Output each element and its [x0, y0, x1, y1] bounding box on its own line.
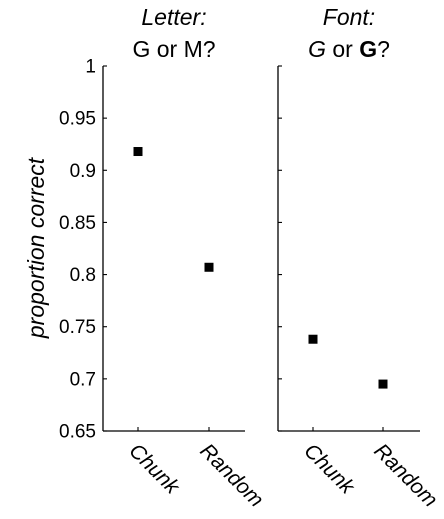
- panel-font-points: [308, 334, 388, 389]
- y-axis-label: proportion correct: [23, 156, 49, 339]
- data-point-random: [204, 262, 214, 272]
- panel-letter-title: Letter:: [141, 4, 206, 30]
- panel-font: Font: G or G? Chunk Random: [277, 4, 442, 512]
- x-tick-label-chunk: Chunk: [124, 439, 184, 499]
- panel-letter: Letter: G or M? 0.65 0.7 0.75 0.8 0.85 0.9 0.9…: [59, 4, 268, 512]
- y-tick-label: 0.7: [70, 369, 96, 390]
- x-tick-label-random: Random: [369, 439, 441, 511]
- panel-font-subtitle: G or G?: [308, 36, 390, 62]
- panel-letter-subtitle-part: G or M?: [132, 36, 215, 62]
- data-point-chunk: [133, 147, 143, 157]
- panel-letter-y-ticks: 0.65 0.7 0.75 0.8 0.85 0.9 0.95 1: [59, 57, 107, 443]
- panel-font-x-ticks: Chunk Random: [299, 427, 442, 512]
- x-tick-label-chunk: Chunk: [299, 439, 359, 499]
- y-tick-label: 1: [85, 57, 96, 78]
- panel-letter-x-ticks: Chunk Random: [124, 427, 268, 512]
- panel-font-title: Font:: [323, 4, 375, 30]
- panel-font-subtitle-part: G: [308, 36, 326, 62]
- y-tick-label: 0.95: [59, 109, 96, 130]
- y-tick-label: 0.9: [70, 161, 96, 182]
- data-point-random: [378, 379, 388, 389]
- panel-font-y-ticks: [278, 65, 282, 432]
- y-tick-label: 0.65: [59, 422, 96, 443]
- y-tick-label: 0.8: [70, 265, 96, 286]
- panel-font-subtitle-part: or: [326, 36, 359, 62]
- y-tick-label: 0.75: [59, 317, 96, 338]
- data-point-chunk: [308, 334, 318, 344]
- panel-font-subtitle-part: ?: [377, 36, 390, 62]
- panel-letter-points: [133, 147, 214, 272]
- y-tick-label: 0.85: [59, 213, 96, 234]
- x-tick-label-random: Random: [195, 439, 267, 511]
- panel-font-subtitle-part: G: [359, 36, 377, 62]
- panel-letter-subtitle: G or M?: [132, 36, 215, 62]
